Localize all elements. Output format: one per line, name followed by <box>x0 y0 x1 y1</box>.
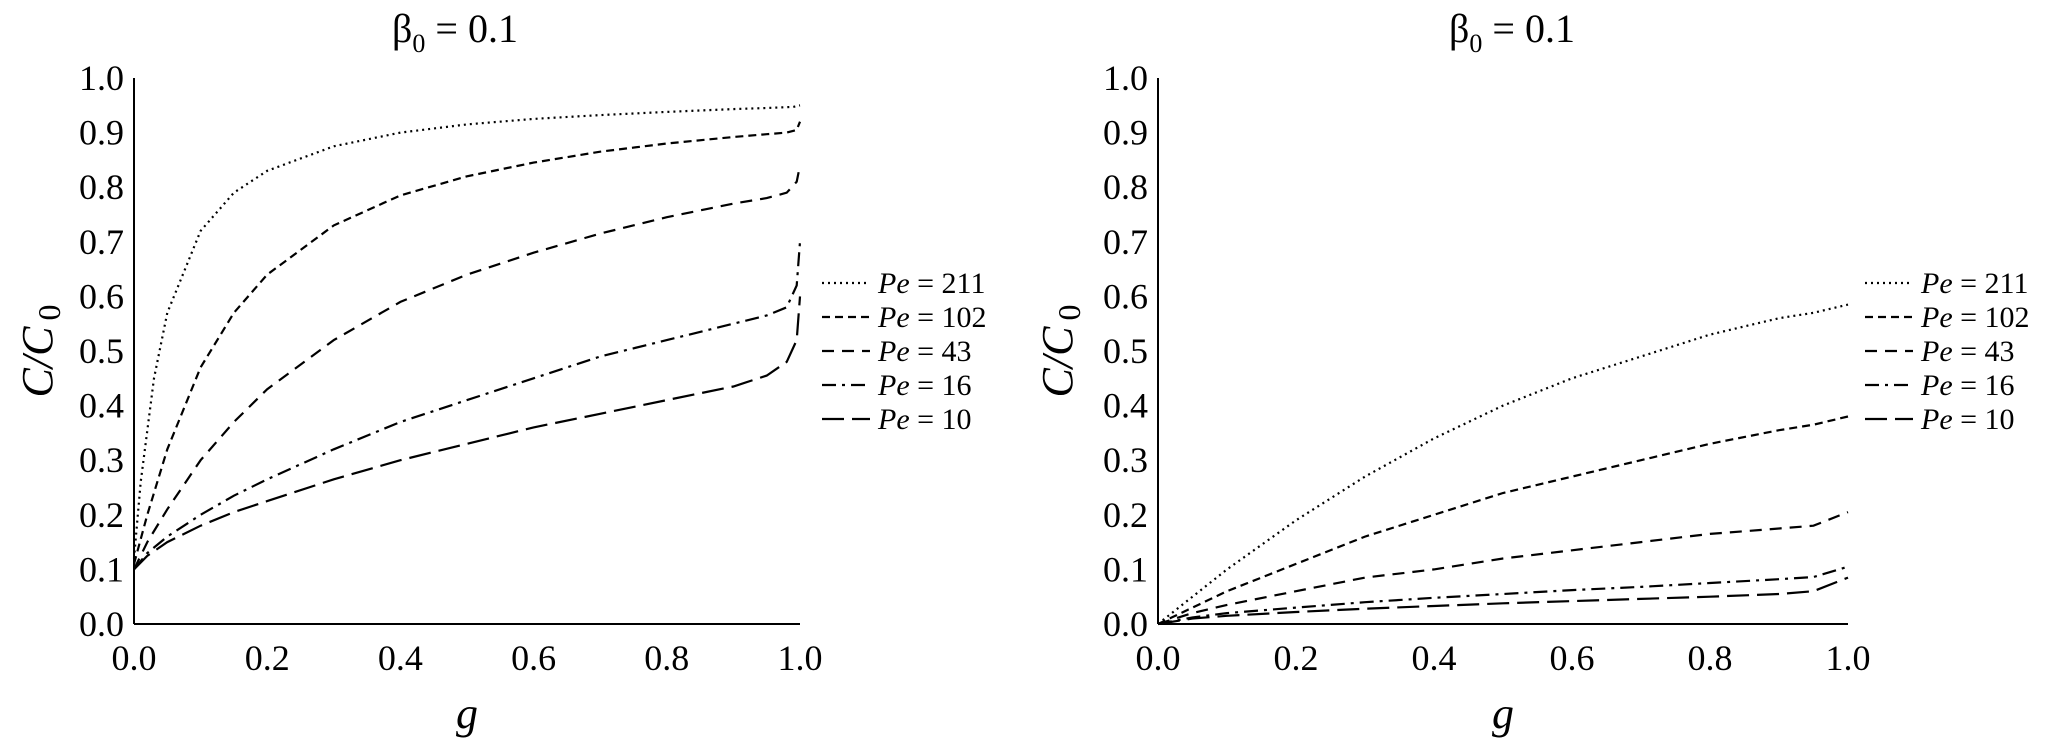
x-tick-label: 0.0 <box>112 638 157 678</box>
y-tick-label: 1.0 <box>79 58 124 98</box>
legend-label-value: = 10 <box>1953 403 2015 436</box>
y-tick-label: 0.8 <box>79 167 124 207</box>
legend-label-value: = 16 <box>1953 369 2015 402</box>
legend-label-var: Pe <box>877 369 910 402</box>
y-tick-label: 0.4 <box>1103 386 1148 426</box>
y-axis-label: C/C 0 <box>13 305 67 398</box>
y-axis-label-subscript: 0 <box>31 305 67 321</box>
series-line-3 <box>133 165 802 570</box>
y-tick-label: 0.5 <box>79 331 124 371</box>
y-tick-label: 0.3 <box>1103 440 1148 480</box>
legend-label-value: = 102 <box>910 301 987 334</box>
series-line-5 <box>1157 576 1849 626</box>
chart-title-base: β <box>392 6 412 51</box>
x-tick-label: 0.2 <box>1274 638 1319 678</box>
y-tick-label: 1.0 <box>1103 58 1148 98</box>
y-axis-label-main: C/C <box>1033 326 1082 398</box>
chart-title-rest: = 0.1 <box>425 6 518 51</box>
y-tick-label: 0.0 <box>79 604 124 644</box>
series-line-2 <box>132 121 802 565</box>
series-line-2 <box>1157 415 1849 625</box>
y-tick-label: 0.1 <box>1103 549 1148 589</box>
x-axis-label: g <box>456 689 478 738</box>
legend-label-value: = 211 <box>1953 267 2029 300</box>
legend-label-value: = 43 <box>1953 335 2015 368</box>
x-tick-label: 1.0 <box>778 638 823 678</box>
series-line-4 <box>1157 565 1849 626</box>
legend-label-var: Pe <box>1920 403 1953 436</box>
y-tick-label: 0.5 <box>1103 331 1148 371</box>
legend-label-value: = 211 <box>910 267 986 300</box>
x-tick-label: 0.8 <box>644 638 689 678</box>
chart-title-subscript: 0 <box>412 29 425 58</box>
x-tick-label: 0.6 <box>1550 638 1595 678</box>
y-tick-label: 0.7 <box>1103 222 1148 262</box>
chart-title: β0 = 0.1 <box>392 6 518 58</box>
y-tick-label: 0.6 <box>79 276 124 316</box>
y-axis-label-subscript: 0 <box>1051 305 1087 321</box>
x-tick-label: 0.0 <box>1136 638 1181 678</box>
legend-label-var: Pe <box>877 267 910 300</box>
y-axis-label-main: C/C <box>13 326 62 398</box>
x-tick-label: 0.2 <box>245 638 290 678</box>
legend-label-value: = 10 <box>910 403 972 436</box>
legend-label-var: Pe <box>877 335 910 368</box>
x-axis-label: g <box>1492 689 1514 738</box>
y-tick-label: 0.8 <box>1103 167 1148 207</box>
chart-panel-2: β0 = 0.10.00.10.20.30.40.50.60.70.80.91.… <box>1033 6 2030 738</box>
legend-label-value: = 43 <box>910 335 972 368</box>
y-tick-label: 0.6 <box>1103 276 1148 316</box>
legend-label-var: Pe <box>1920 267 1953 300</box>
x-tick-label: 0.6 <box>511 638 556 678</box>
y-tick-label: 0.3 <box>79 440 124 480</box>
series-line-4 <box>133 241 802 571</box>
legend-label: Pe = 10 <box>1920 403 2015 436</box>
legend-label: Pe = 43 <box>1920 335 2015 368</box>
chart-title-subscript: 0 <box>1469 29 1482 58</box>
y-tick-label: 0.2 <box>79 495 124 535</box>
y-tick-label: 0.9 <box>1103 113 1148 153</box>
y-tick-label: 0.1 <box>79 549 124 589</box>
legend-label-var: Pe <box>1920 335 1953 368</box>
chart-title-rest: = 0.1 <box>1482 6 1575 51</box>
legend-label-var: Pe <box>1920 369 1953 402</box>
x-tick-label: 0.4 <box>1412 638 1457 678</box>
y-tick-label: 0.0 <box>1103 604 1148 644</box>
series-line-5 <box>133 296 802 571</box>
y-tick-label: 0.7 <box>79 222 124 262</box>
legend-label-var: Pe <box>877 403 910 436</box>
x-tick-label: 0.8 <box>1688 638 1733 678</box>
legend-label: Pe = 211 <box>877 267 985 300</box>
y-tick-label: 0.4 <box>79 386 124 426</box>
legend-label-value: = 102 <box>1953 301 2030 334</box>
legend-label: Pe = 43 <box>877 335 972 368</box>
legend-label: Pe = 102 <box>877 301 987 334</box>
chart-title: β0 = 0.1 <box>1449 6 1575 58</box>
y-axis-label: C/C 0 <box>1033 305 1087 398</box>
legend-label-var: Pe <box>877 301 910 334</box>
x-tick-label: 0.4 <box>378 638 423 678</box>
legend-label-var: Pe <box>1920 301 1953 334</box>
legend-label: Pe = 10 <box>877 403 972 436</box>
legend-label: Pe = 16 <box>1920 369 2015 402</box>
y-tick-label: 0.2 <box>1103 495 1148 535</box>
series-line-1 <box>1157 303 1849 625</box>
legend-label: Pe = 102 <box>1920 301 2030 334</box>
series-line-3 <box>1157 511 1849 626</box>
legend-label: Pe = 16 <box>877 369 972 402</box>
x-tick-label: 1.0 <box>1826 638 1871 678</box>
chart-title-base: β <box>1449 6 1469 51</box>
chart-panel-1: β0 = 0.10.00.10.20.30.40.50.60.70.80.91.… <box>13 6 987 738</box>
legend-label: Pe = 211 <box>1920 267 2028 300</box>
legend-label-value: = 16 <box>910 369 972 402</box>
y-tick-label: 0.9 <box>79 113 124 153</box>
